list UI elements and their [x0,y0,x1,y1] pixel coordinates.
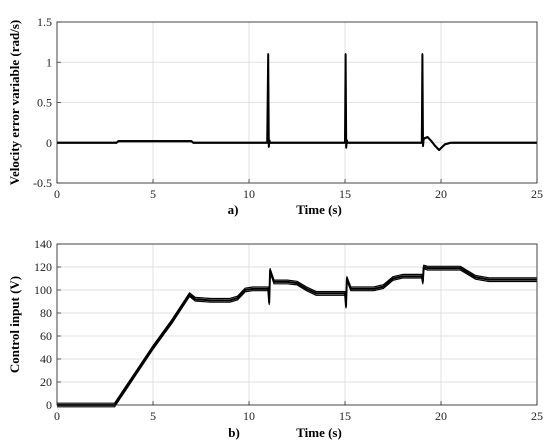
control-input-y-tick-label: 120 [34,260,52,274]
control-input-x-tick-label: 5 [150,409,156,423]
velocity-error-x-axis-label: Time (s) [296,202,342,217]
velocity-error-x-tick-label: 10 [243,187,255,201]
velocity-error-y-tick-label: 0 [46,136,52,150]
velocity-error-series [57,53,537,152]
control-input-line [57,266,537,406]
panel-label-a: a) [228,202,239,217]
velocity-error-line-envelope-lower [57,54,537,152]
control-input-plot-frame [56,243,538,406]
control-input-x-tick-label: 25 [531,409,543,423]
control-input-y-axis-label: Control input (V) [7,276,22,373]
velocity-error-y-tick-label: 1.5 [37,15,52,29]
velocity-error-grid [56,21,538,184]
velocity-error-y-tick-label: -0.5 [33,176,52,190]
velocity-error-y-tick-label: 0.5 [37,96,52,110]
control-input-x-tick-label: 20 [435,409,447,423]
control-input-x-axis-label: Time (s) [296,425,342,440]
control-input-y-tick-label: 60 [40,329,52,343]
control-input-y-tick-label: 80 [40,306,52,320]
control-input-y-tick-label: 0 [46,398,52,412]
control-input-chart: 0 5 10 15 20 25 0 20 40 60 80 100 120 140 b) Time (s)… [7,237,543,440]
control-input-line-envelope-lower [57,268,537,408]
control-input-tick-labels: 0 5 10 15 20 25 0 20 40 60 80 100 120 140 [34,237,543,423]
control-input-x-tick-label: 0 [54,409,60,423]
velocity-error-plot-frame [56,21,538,184]
control-input-y-tick-label: 40 [40,352,52,366]
velocity-error-x-tick-label: 0 [54,187,60,201]
velocity-error-y-axis-label: Velocity error variable (rad/s) [7,20,22,185]
velocity-error-x-tick-label: 25 [531,187,543,201]
velocity-error-line-envelope-upper [57,53,537,151]
velocity-error-chart: 0 5 10 15 20 25-0.500.511.5 a) Time (s) Veloc… [7,15,543,217]
panel-label-b: b) [228,425,240,440]
control-input-x-tick-label: 10 [243,409,255,423]
control-input-y-tick-label: 100 [34,283,52,297]
velocity-error-x-tick-label: 5 [150,187,156,201]
velocity-error-tick-labels: 0 5 10 15 20 25-0.500.511.5 [33,15,543,201]
velocity-error-x-tick-label: 15 [339,187,351,201]
control-input-series [57,264,537,408]
velocity-error-y-tick-label: 1 [46,55,52,69]
control-input-y-tick-label: 20 [40,375,52,389]
control-input-y-tick-label: 140 [34,237,52,251]
velocity-error-x-tick-label: 20 [435,187,447,201]
control-input-x-tick-label: 15 [339,409,351,423]
control-input-line-envelope-upper [57,264,537,404]
